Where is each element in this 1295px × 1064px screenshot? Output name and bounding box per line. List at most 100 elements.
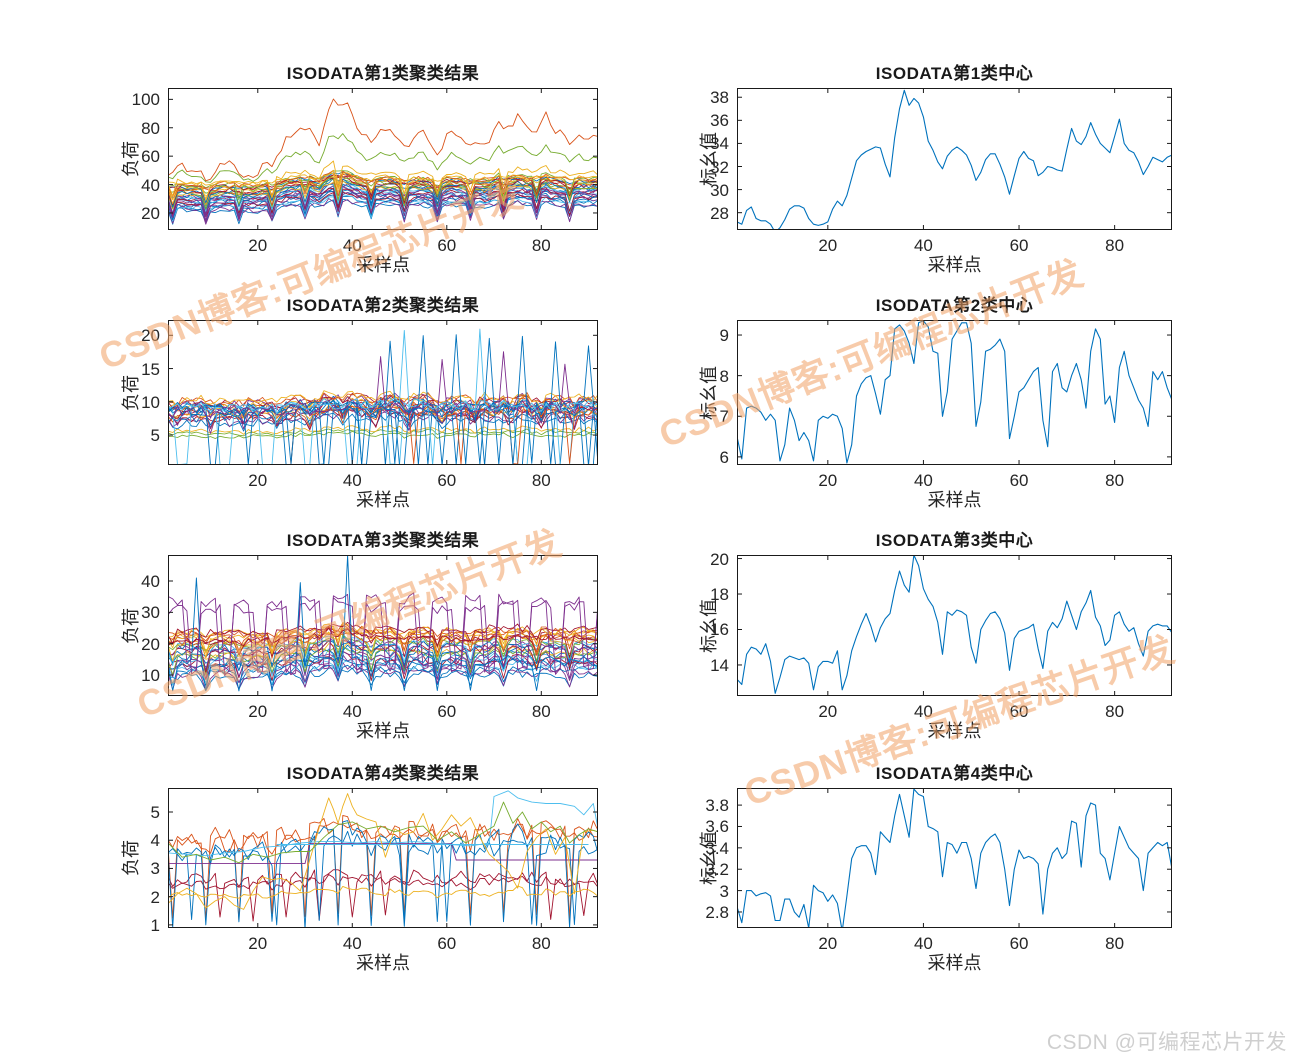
x-tick-label: 20	[818, 702, 838, 721]
plot-title: ISODATA第3类聚类结果	[286, 531, 480, 550]
y-tick-label: 3	[719, 881, 729, 901]
x-axis-label: 采样点	[356, 721, 410, 741]
x-tick-label: 60	[1009, 471, 1029, 490]
x-tick-label: 80	[1105, 934, 1125, 953]
y-tick-label: 28	[710, 203, 729, 223]
subplot-cluster4-results: ISODATA第4类聚类结果 负荷 采样点 20 40 60 80 1 2 3 4 5	[121, 764, 598, 973]
x-tick-label: 60	[437, 702, 457, 721]
y-tick-label: 4	[150, 831, 160, 851]
plot-canvas	[168, 555, 598, 696]
x-tick-label: 20	[818, 934, 838, 953]
subplot-cluster1-results: ISODATA第1类聚类结果 负荷 采样点 20 40 60 80 20 40 60 80 10…	[121, 64, 598, 275]
subplot-cluster2-center: ISODATA第2类中心 标幺值 采样点 20 40 60 80 6 7 8 9	[699, 296, 1172, 510]
x-tick-label: 60	[1009, 236, 1029, 255]
y-tick-label: 40	[141, 572, 160, 591]
y-tick-label: 40	[141, 175, 160, 195]
x-tick-label: 40	[913, 236, 933, 255]
subplot-cluster3-results: ISODATA第3类聚类结果 负荷 采样点 20 40 60 80 10 20 30 40	[121, 531, 598, 741]
x-tick-label: 20	[818, 236, 838, 255]
x-tick-label: 20	[248, 236, 268, 255]
x-tick-label: 80	[531, 934, 551, 953]
y-tick-label: 80	[141, 118, 160, 138]
x-tick-label: 40	[913, 934, 933, 953]
plot-title: ISODATA第4类中心	[875, 764, 1034, 783]
y-tick-label: 20	[141, 634, 160, 654]
plot-canvas	[737, 88, 1172, 230]
y-tick-label: 20	[141, 326, 160, 346]
x-tick-label: 40	[913, 702, 933, 721]
y-tick-label: 3.8	[705, 796, 729, 816]
x-axis-label: 采样点	[927, 953, 982, 973]
x-tick-label: 20	[248, 471, 268, 490]
y-tick-label: 3	[150, 859, 160, 879]
y-tick-label: 3.4	[705, 838, 729, 858]
x-tick-label: 80	[531, 471, 551, 490]
x-tick-label: 80	[531, 702, 551, 721]
y-tick-label: 5	[150, 802, 160, 822]
y-tick-label: 7	[719, 407, 729, 427]
plot-title: ISODATA第2类中心	[875, 296, 1034, 315]
x-axis-label: 采样点	[356, 255, 410, 275]
y-tick-label: 20	[141, 203, 160, 223]
x-tick-label: 80	[1105, 702, 1125, 721]
y-tick-label: 60	[141, 147, 160, 167]
y-tick-label: 3.6	[705, 817, 729, 837]
x-tick-label: 40	[342, 471, 362, 490]
x-tick-label: 60	[437, 471, 457, 490]
plot-title: ISODATA第1类聚类结果	[286, 64, 480, 83]
x-tick-label: 20	[248, 702, 268, 721]
plot-title: ISODATA第3类中心	[875, 531, 1034, 550]
x-tick-label: 60	[437, 934, 457, 953]
y-tick-label: 30	[710, 180, 729, 200]
y-tick-label: 15	[141, 359, 160, 379]
plot-canvas	[737, 555, 1172, 696]
y-tick-label: 30	[141, 603, 160, 623]
y-tick-label: 2.8	[705, 902, 729, 922]
y-tick-label: 16	[710, 620, 729, 640]
y-tick-label: 20	[710, 549, 729, 569]
plot-title: ISODATA第2类聚类结果	[286, 296, 480, 315]
y-tick-label: 8	[719, 366, 729, 386]
plot-canvas	[168, 88, 598, 230]
x-tick-label: 80	[1105, 236, 1125, 255]
x-tick-label: 40	[342, 236, 362, 255]
y-tick-label: 6	[719, 447, 729, 467]
x-tick-label: 60	[1009, 934, 1029, 953]
csdn-credit: CSDN @可编程芯片开发	[1046, 1031, 1287, 1054]
x-tick-label: 60	[437, 236, 457, 255]
y-tick-label: 10	[141, 666, 160, 685]
subplot-cluster2-results: ISODATA第2类聚类结果 负荷 采样点 20 40 60 80 5 10 15 20	[121, 296, 598, 510]
x-axis-label: 采样点	[356, 953, 410, 973]
subplot-cluster4-center: ISODATA第4类中心 标幺值 采样点 20 40 60 80 2.8 3 3.2 3.4 3…	[699, 764, 1172, 973]
plot-canvas	[168, 788, 598, 928]
y-tick-label: 2	[150, 887, 160, 907]
plot-title: ISODATA第4类聚类结果	[286, 764, 480, 783]
y-tick-label: 9	[719, 326, 729, 346]
x-tick-label: 20	[248, 934, 268, 953]
x-tick-label: 80	[1105, 471, 1125, 490]
x-axis-label: 采样点	[927, 490, 982, 510]
subplot-cluster3-center: ISODATA第3类中心 标幺值 采样点 20 40 60 80 14 16 18 20	[699, 531, 1172, 741]
y-tick-label: 1	[150, 915, 160, 935]
y-tick-label: 34	[710, 134, 729, 154]
x-tick-label: 60	[1009, 702, 1029, 721]
x-tick-label: 40	[913, 471, 933, 490]
y-tick-label: 100	[131, 90, 160, 110]
x-tick-label: 40	[342, 702, 362, 721]
y-tick-label: 5	[150, 426, 160, 446]
y-tick-label: 10	[141, 392, 160, 412]
plot-canvas	[737, 320, 1172, 465]
y-tick-label: 36	[710, 111, 729, 131]
x-tick-label: 40	[342, 934, 362, 953]
y-tick-label: 14	[710, 655, 729, 675]
x-tick-label: 80	[531, 236, 551, 255]
x-axis-label: 采样点	[927, 721, 982, 741]
plot-title: ISODATA第1类中心	[875, 64, 1034, 83]
x-axis-label: 采样点	[927, 255, 982, 275]
y-tick-label: 32	[710, 157, 729, 177]
y-tick-label: 38	[710, 88, 729, 108]
x-axis-label: 采样点	[356, 490, 410, 510]
y-tick-label: 3.2	[705, 860, 729, 880]
plot-canvas	[737, 788, 1172, 928]
